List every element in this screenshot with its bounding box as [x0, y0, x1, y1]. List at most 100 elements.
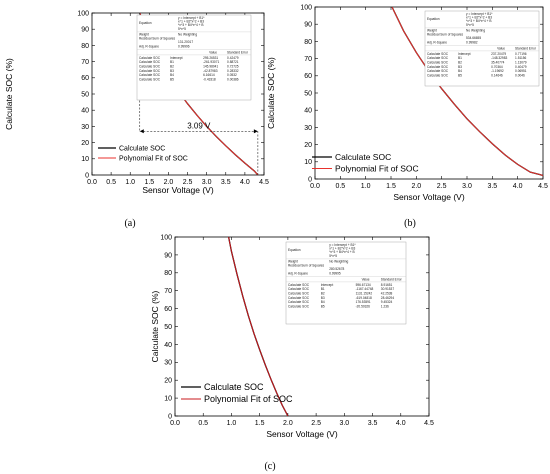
y-tick-label: 60 — [81, 75, 89, 82]
table-weight-label: Weight — [139, 32, 149, 36]
table-row-value: 145.98041 — [203, 65, 218, 69]
table-row-error: 8.91651 — [381, 283, 393, 287]
table-row-value: 0.70364 — [491, 65, 503, 69]
table-equation-label: Equation — [139, 21, 152, 25]
x-tick-label: 2.0 — [411, 183, 421, 190]
annotation-arrowhead-left — [139, 129, 144, 134]
y-tick-label: 90 — [304, 22, 312, 29]
table-row-error: 30.91537 — [381, 287, 395, 291]
y-axis-title: Calculate SOC (%) — [150, 290, 160, 362]
y-axis-title: Calculate SOC (%) — [4, 58, 14, 130]
table-row-error: 28.46294 — [381, 296, 395, 300]
table-rss-value: 534.66655 — [466, 36, 481, 40]
y-tick-label: 10 — [304, 159, 312, 166]
panel-label: (a) — [124, 218, 135, 229]
table-row-series: Calculate SOC — [427, 65, 449, 69]
x-tick-label: 0.5 — [198, 420, 208, 427]
table-row-value: -1.19692 — [491, 69, 504, 73]
table-r2-value: 0.99996 — [178, 44, 190, 48]
table-row-value: 176.53591 — [356, 300, 371, 304]
y-tick-label: 0 — [85, 172, 89, 179]
table-row-error: 0.40479 — [515, 65, 527, 69]
table-row-series: Calculate SOC — [288, 300, 310, 304]
table-row-series: Calculate SOC — [288, 296, 310, 300]
table-equation-line: x^1 + B2*x^2 + B3 — [329, 247, 355, 251]
table-row-value: -42.87983 — [203, 69, 218, 73]
x-axis-title: Sensor Voltage (V) — [393, 192, 465, 202]
y-tick-label: 40 — [164, 342, 172, 349]
series-line-polynomial-fit — [228, 237, 289, 416]
y-tick-label: 90 — [81, 27, 89, 34]
table-row-value: -20.50326 — [356, 304, 371, 308]
table-col-value: Value — [497, 46, 505, 50]
y-tick-label: 70 — [164, 288, 172, 295]
table-row-param: B1 — [321, 287, 325, 291]
y-tick-label: 10 — [81, 156, 89, 163]
table-weight-value: No Weighting — [178, 32, 197, 36]
table-row-series: Calculate SOC — [288, 292, 310, 296]
table-row-value: -148.32983 — [491, 56, 507, 60]
x-tick-label: 2.5 — [437, 183, 447, 190]
table-weight-value: No Weighting — [329, 259, 348, 263]
fit-results-table: Equation y = Intercept + B1*x^1 + B2*x^2 … — [136, 14, 252, 101]
x-tick-label: 0.0 — [310, 183, 320, 190]
table-row-series: Calculate SOC — [139, 60, 161, 64]
table-row-value: -261.93071 — [203, 60, 219, 64]
table-rss-label: Residual Sum of Squares — [288, 264, 325, 268]
x-tick-label: 4.0 — [240, 179, 250, 186]
table-row-param: B5 — [458, 73, 462, 77]
x-tick-label: 4.5 — [424, 420, 434, 427]
x-tick-label: 1.0 — [125, 179, 135, 186]
x-tick-label: 4.5 — [259, 179, 269, 186]
table-row-series: Calculate SOC — [427, 73, 449, 77]
legend-entry: Polynomial Fit of SOC — [119, 155, 188, 162]
table-equation-line: y = Intercept + B1* — [178, 16, 205, 20]
table-row-error: 0.28332 — [227, 69, 239, 73]
fit-results-table: Equation y = Intercept + B1*x^1 + B2*x^2 … — [285, 241, 407, 325]
y-tick-label: 40 — [304, 108, 312, 115]
table-equation-line: *x^3 + B4*x^4 + B — [329, 250, 355, 254]
table-row-value: 6.16614 — [203, 73, 215, 77]
panel-label: (b) — [404, 218, 416, 229]
table-row-error: 9.45324 — [381, 300, 393, 304]
table-row-param: B5 — [321, 304, 325, 308]
x-tick-label: 2.5 — [311, 420, 321, 427]
table-row-series: Calculate SOC — [427, 56, 449, 60]
y-tick-label: 100 — [77, 10, 89, 17]
table-row-param: B4 — [458, 69, 462, 73]
table-row-param: Intercept — [170, 56, 183, 60]
table-equation-line: x^1 + B2*x^2 + B3 — [178, 20, 204, 24]
x-tick-label: 3.0 — [339, 420, 349, 427]
table-equation-line: y = Intercept + B1* — [466, 12, 493, 16]
table-row-series: Calculate SOC — [288, 287, 310, 291]
x-tick-label: 3.5 — [368, 420, 378, 427]
table-col-error: Standard Error — [515, 46, 537, 50]
y-tick-label: 80 — [81, 43, 89, 50]
legend-entry: Calculate SOC — [335, 152, 391, 162]
y-tick-label: 50 — [304, 90, 312, 97]
y-tick-label: 20 — [81, 140, 89, 147]
x-tick-label: 0.0 — [87, 179, 97, 186]
y-tick-label: 50 — [81, 91, 89, 98]
y-tick-label: 30 — [81, 124, 89, 131]
table-row-error: 0.72725 — [227, 65, 239, 69]
y-tick-label: 40 — [81, 108, 89, 115]
table-row-error: 0.00386 — [227, 77, 239, 81]
table-rss-label: Residual Sum of Squares — [139, 37, 176, 41]
table-row-param: B1 — [458, 56, 462, 60]
table-row-series: Calculate SOC — [139, 65, 161, 69]
table-row-value: -0.43318 — [203, 77, 216, 81]
x-tick-label: 1.0 — [361, 183, 371, 190]
table-equation-line: y = Intercept + B1* — [329, 243, 356, 247]
table-weight-value: No Weighting — [466, 28, 485, 32]
chart-panel: 0.0 0.5 1.0 1.5 2.0 2.5 3.0 3.5 4.0 4.5 0 10 20 30 40 5… — [266, 4, 548, 202]
table-row-param: B2 — [321, 292, 325, 296]
table-row-error: 0.88721 — [227, 60, 239, 64]
table-row-series: Calculate SOC — [139, 73, 161, 77]
x-tick-label: 3.5 — [487, 183, 497, 190]
y-tick-label: 50 — [164, 324, 172, 331]
table-row-param: Intercept — [458, 52, 471, 56]
table-rss-value: 280.52678 — [329, 267, 344, 271]
x-tick-label: 0.0 — [170, 420, 180, 427]
table-r2-label: Adj. R-Square — [139, 44, 159, 48]
